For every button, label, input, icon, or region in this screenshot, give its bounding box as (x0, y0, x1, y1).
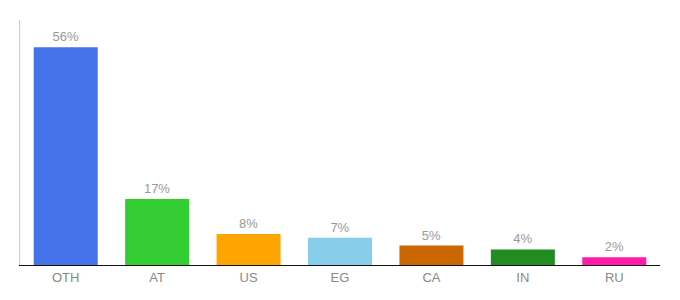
svg-text:EG: EG (331, 270, 350, 285)
svg-text:4%: 4% (513, 231, 532, 246)
svg-text:8%: 8% (239, 216, 258, 231)
svg-text:IN: IN (516, 270, 529, 285)
svg-text:5%: 5% (422, 228, 441, 243)
svg-text:OTH: OTH (52, 270, 79, 285)
svg-text:RU: RU (605, 270, 624, 285)
svg-text:2%: 2% (605, 239, 624, 254)
svg-text:56%: 56% (52, 29, 78, 44)
svg-text:US: US (240, 270, 258, 285)
svg-text:AT: AT (149, 270, 165, 285)
svg-text:CA: CA (422, 270, 440, 285)
svg-text:7%: 7% (330, 220, 349, 235)
svg-text:17%: 17% (144, 181, 170, 196)
